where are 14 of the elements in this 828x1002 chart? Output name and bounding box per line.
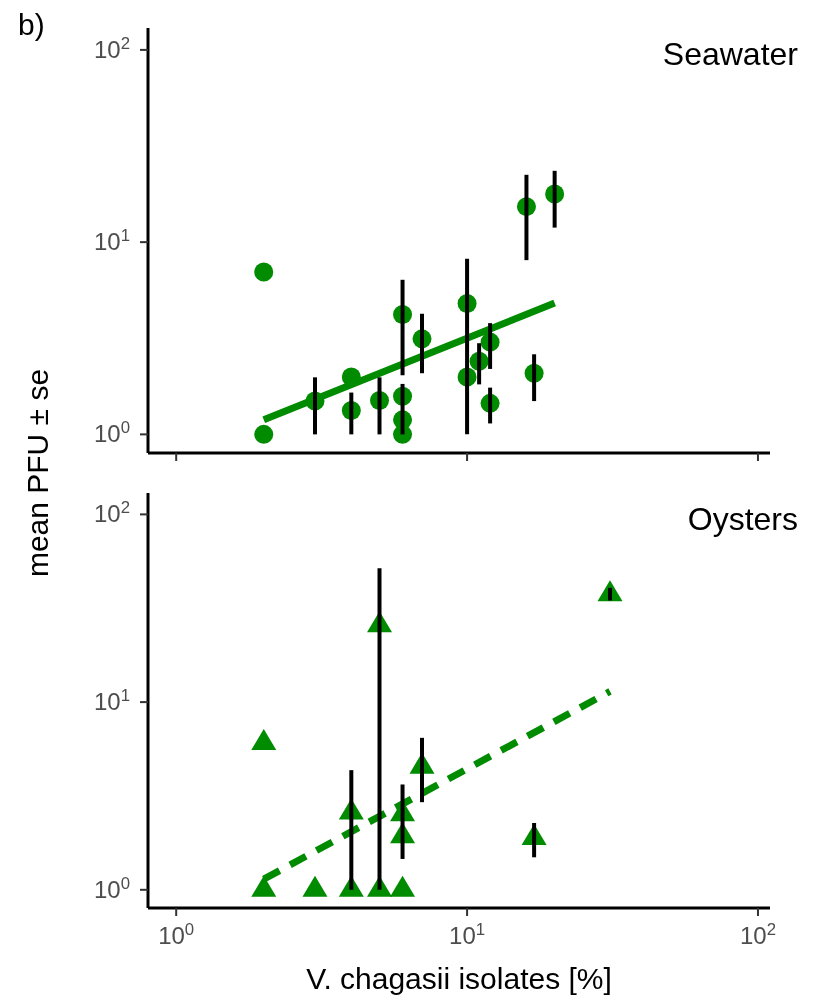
x-tick-label: 10$^{0}$ [158, 919, 195, 949]
y-tick-label: 10$^{2}$ [93, 497, 130, 528]
y-tick-label: 10$^{1}$ [93, 685, 130, 716]
x-tick-label: 10$^{1}$ [449, 919, 486, 949]
y-tick-label: 10$^{0}$ [93, 417, 130, 448]
text: b) [18, 8, 45, 42]
x-tick-label: 10$^{2}$ [739, 919, 776, 949]
chart-title: Seawater [662, 36, 798, 73]
y-tick-label: 10$^{0}$ [93, 873, 130, 903]
y-tick-label: 10$^{1}$ [93, 225, 130, 256]
x-axis-title: V. chagasii isolates [%] [305, 962, 613, 996]
chart-title: Oysters [687, 501, 798, 538]
y-tick-label: 10$^{2}$ [93, 33, 130, 63]
y-axis-title: mean PFU ± se [21, 368, 55, 578]
